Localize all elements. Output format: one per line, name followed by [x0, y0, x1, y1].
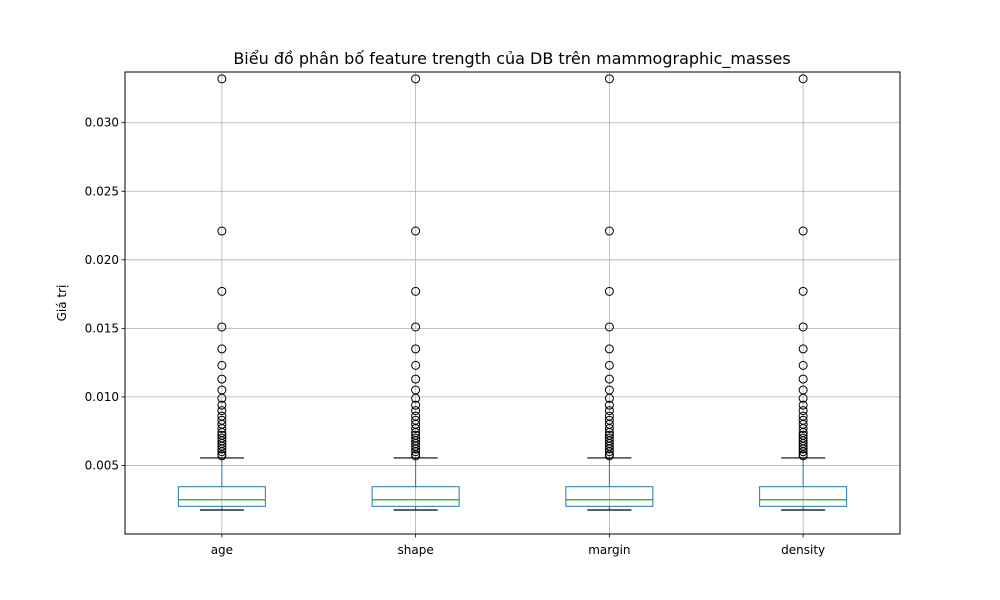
outlier-point: [798, 286, 808, 296]
outlier-point: [798, 360, 808, 370]
outlier-point: [217, 374, 227, 384]
box-group-margin: [565, 74, 654, 511]
outlier-point: [411, 360, 421, 370]
y-tick-label: 0.005: [85, 458, 119, 472]
outlier-point: [217, 400, 227, 410]
outlier-point: [411, 226, 421, 236]
outlier-point: [798, 74, 808, 84]
iqr-box: [565, 486, 654, 507]
x-tick-label: shape: [398, 543, 434, 557]
grid-layer: [125, 72, 900, 534]
outlier-point: [411, 374, 421, 384]
x-tick-label: density: [781, 543, 825, 557]
outlier-point: [604, 322, 614, 332]
outlier-point: [604, 400, 614, 410]
outlier-point: [604, 226, 614, 236]
outlier-point: [604, 444, 614, 454]
outlier-point: [798, 447, 808, 457]
outlier-point: [604, 393, 614, 403]
outlier-point: [217, 286, 227, 296]
x-tick-label: margin: [588, 543, 630, 557]
outlier-point: [217, 406, 227, 416]
iqr-box: [759, 486, 848, 507]
outlier-point: [604, 374, 614, 384]
outlier-point: [411, 400, 421, 410]
chart-title: Biểu đồ phân bố feature trength của DB t…: [233, 49, 790, 69]
y-tick-label: 0.015: [85, 321, 119, 335]
outlier-point: [411, 451, 421, 461]
y-tick-label: 0.020: [85, 253, 119, 267]
iqr-box: [371, 486, 460, 507]
x-tick-label: age: [211, 543, 233, 557]
outlier-point: [411, 406, 421, 416]
box-group-shape: [371, 74, 460, 511]
y-axis-label: Giá trị: [55, 285, 69, 322]
outlier-point: [798, 406, 808, 416]
outlier-point: [604, 423, 614, 433]
outlier-point: [604, 447, 614, 457]
outlier-point: [798, 444, 808, 454]
outlier-point: [217, 423, 227, 433]
outlier-point: [604, 451, 614, 461]
iqr-box: [177, 486, 266, 507]
box-group-density: [759, 74, 848, 511]
outlier-point: [411, 74, 421, 84]
box-group-age: [177, 74, 266, 511]
y-tick-label: 0.030: [85, 116, 119, 130]
outlier-point: [798, 393, 808, 403]
plot-area-frame: [124, 71, 901, 535]
outlier-point: [217, 322, 227, 332]
outlier-point: [217, 360, 227, 370]
outlier-point: [411, 447, 421, 457]
outlier-point: [411, 423, 421, 433]
axis-layer: 0.005 0.010 0.015 0.020 0.025 0.030 age shape ma…: [85, 116, 825, 557]
outlier-point: [798, 226, 808, 236]
plot-layer: [177, 74, 848, 511]
outlier-point: [798, 344, 808, 354]
outlier-point: [217, 393, 227, 403]
outlier-point: [411, 286, 421, 296]
outlier-point: [604, 286, 614, 296]
outlier-point: [604, 344, 614, 354]
outlier-point: [411, 393, 421, 403]
outlier-point: [411, 322, 421, 332]
outlier-point: [411, 344, 421, 354]
outlier-point: [604, 74, 614, 84]
outlier-point: [217, 226, 227, 236]
outlier-point: [798, 451, 808, 461]
y-tick-label: 0.025: [85, 184, 119, 198]
outlier-point: [217, 74, 227, 84]
outlier-point: [604, 406, 614, 416]
outlier-point: [411, 444, 421, 454]
outlier-point: [798, 322, 808, 332]
outlier-point: [798, 400, 808, 410]
outlier-point: [604, 360, 614, 370]
outlier-point: [217, 451, 227, 461]
outlier-point: [798, 374, 808, 384]
outlier-point: [217, 447, 227, 457]
y-tick-label: 0.010: [85, 390, 119, 404]
outlier-point: [217, 444, 227, 454]
outlier-point: [798, 423, 808, 433]
outlier-point: [217, 344, 227, 354]
